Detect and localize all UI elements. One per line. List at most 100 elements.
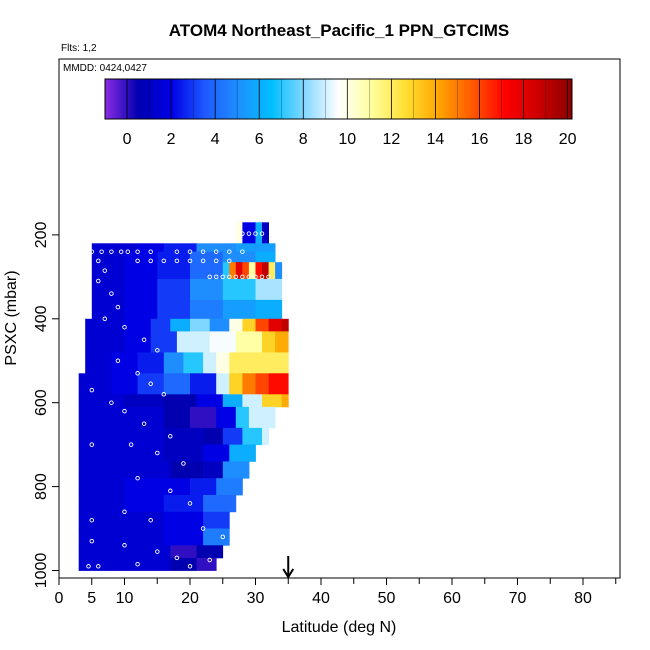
colorbar-tick-label: 20 [559,131,577,148]
x-tick-label: 60 [443,590,461,607]
heatmap-cell-13-3 [203,444,230,462]
heatmap-cell-8-2 [137,352,165,374]
heatmap-cell-9-6 [229,373,243,395]
heatmap-cell-2-0 [91,251,125,263]
sample-marker [148,381,153,387]
heatmap-cell-2-3 [190,251,224,263]
heatmap-cell-7-4 [209,331,237,353]
sample-marker [266,274,271,280]
heatmap-cell-14-2 [170,461,204,479]
heatmap-cell-3-2 [157,262,191,280]
sample-marker [161,392,167,397]
heatmap-cell-3-1 [124,262,158,280]
x-axis: 0 5 10 20 30 40 50 60 70 80 [55,578,617,607]
heatmap-cell-9-3 [163,373,191,395]
heatmap-cell-6-2 [150,318,171,332]
colorbar-tick-label: 8 [299,131,308,148]
sample-marker [109,291,114,296]
heatmap-cell-12-5 [242,427,263,446]
sample-marker [155,549,160,554]
sample-marker [253,274,258,280]
sample-marker [89,442,95,447]
heatmap-cell-10-7 [281,394,289,408]
y-tick-label: 1000 [33,553,50,589]
y-axis-label: PSXC (mbar) [3,270,20,365]
sample-marker [115,358,121,364]
heatmap-cell-18-2 [163,528,204,546]
heatmap-cell-10-0 [78,394,125,408]
heatmap-cell-6-4 [190,318,211,332]
heatmap-cell-4-2 [157,278,191,301]
sample-marker [207,274,212,280]
heatmap-cell-12-6 [262,427,269,446]
heatmap-cell-5-1 [124,299,158,320]
sample-marker [96,258,101,264]
sample-marker [181,461,186,466]
sample-marker [253,231,258,236]
x-tick-label: 20 [181,590,199,607]
heatmap-cell-11-6 [248,406,276,429]
sample-marker [89,249,95,254]
sample-marker [89,387,95,393]
heatmap-cell-7-3 [176,331,211,353]
heatmap-cell-17-3 [203,511,230,529]
heatmap-cell-5-5 [255,299,283,320]
heatmap-cell-11-0 [78,406,125,429]
heatmap-cell-10-6 [262,394,283,408]
sample-marker [168,488,173,494]
heatmap-cell-9-8 [255,373,269,395]
heatmap-cell-9-1 [111,373,138,395]
heatmap-cell-0-0 [235,222,243,244]
sample-marker [213,249,219,254]
x-tick-label: 30 [247,590,265,607]
heatmap-cell-3-10 [262,262,269,280]
sample-marker [259,274,265,280]
sample-marker [174,249,180,254]
heatmap-cell-9-2 [137,373,165,395]
heatmap-cell-16-1 [124,495,165,513]
heatmap-cell-3-6 [235,262,243,280]
heatmap-cells [78,222,289,571]
heatmap-cell-14-3 [203,461,224,479]
heatmap-cell-6-6 [229,318,243,332]
sample-marker [99,249,104,254]
heatmap-cell-12-0 [78,427,125,446]
colorbar-frame [104,78,573,120]
sample-marker [89,517,95,523]
sample-marker [187,501,193,506]
sample-marker [141,337,147,343]
heatmap-cell-7-0 [85,331,125,353]
heatmap-cell-3-11 [268,262,276,280]
sample-marker [155,450,160,456]
x-tick-label: 5 [87,590,96,607]
heatmap-cell-16-0 [78,495,125,513]
heatmap-cell-9-4 [190,373,217,395]
x-tick-label: 50 [378,590,396,607]
heatmap-cell-5-0 [91,299,125,320]
heatmap-cell-12-2 [163,427,204,446]
heatmap-cell-4-1 [124,278,158,301]
sample-marker [187,258,193,264]
colorbar-tick-label: 16 [471,131,489,148]
heatmap-cell-6-1 [124,318,152,332]
heatmap-cell-8-4 [183,352,204,374]
heatmap-cell-1-0 [91,243,119,253]
heatmap-cell-18-0 [78,528,125,546]
heatmap-cell-10-1 [124,394,165,408]
heatmap-cell-8-0 [85,352,112,374]
heatmap-cell-9-5 [216,373,230,395]
x-tick-label: 0 [55,590,64,607]
sample-marker [240,231,245,236]
heatmap-cell-20-1 [124,557,171,571]
sample-marker [109,400,114,405]
heatmap-cell-20-3 [196,557,217,571]
sample-marker [122,408,127,414]
heatmap-cell-7-6 [262,331,276,353]
heatmap-cell-3-3 [190,262,224,280]
heatmap-cell-2-5 [255,251,276,263]
heatmap-cell-1-4 [196,243,237,253]
heatmap-cell-0-3 [262,222,269,244]
sample-marker [233,274,239,280]
heatmap-cell-16-3 [203,495,237,513]
